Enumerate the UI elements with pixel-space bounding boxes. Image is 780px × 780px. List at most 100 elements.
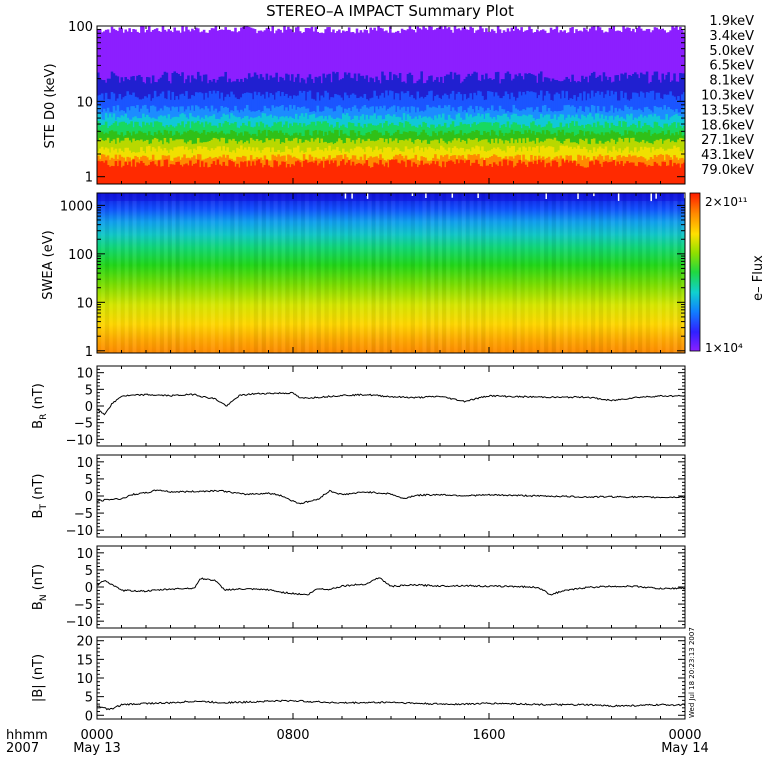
bt-ytick-label: 0 [85, 490, 93, 505]
br-series-line [96, 391, 686, 416]
time-tick-hhmm: 0000 [668, 728, 701, 743]
colorbar-label: e– Flux [751, 255, 766, 301]
ste-bar [314, 160, 318, 184]
ste-bar [273, 160, 276, 184]
ste-bar [363, 163, 367, 184]
ste-bar [338, 165, 341, 184]
ste-bar [522, 161, 525, 184]
ste-bar [455, 159, 459, 184]
swea-column [203, 193, 207, 353]
ste-ylabel: STE D0 (keV) [43, 63, 58, 148]
ste-bar [269, 166, 273, 184]
swea-column [183, 193, 187, 353]
ste-bar [494, 164, 498, 184]
swea-column [465, 193, 470, 353]
ste-legend-item: 27.1keV [701, 133, 754, 148]
ste-bar [247, 161, 251, 184]
ste-bar [234, 166, 237, 184]
ste-bar [134, 166, 137, 184]
swea-column [289, 193, 293, 353]
ste-bar [347, 160, 351, 184]
swea-column [128, 193, 133, 353]
swea-column [579, 193, 583, 353]
ste-bar [355, 163, 359, 184]
ste-bar [287, 164, 290, 184]
ste-bar [163, 159, 167, 184]
br-ytick-label: 5 [85, 383, 93, 398]
ste-bar [308, 162, 312, 184]
swea-column [654, 193, 658, 353]
swea-column [418, 193, 422, 353]
ste-bar [187, 165, 190, 184]
bt-ytick-label: −10 [66, 524, 93, 539]
swea-column [634, 193, 638, 353]
swea-column [195, 193, 200, 353]
swea-column [505, 193, 509, 353]
ste-bar [645, 166, 649, 184]
swea-gap [425, 193, 427, 198]
br-ytick-label: 0 [85, 400, 93, 415]
ste-bar [116, 166, 120, 184]
ste-bar [614, 165, 617, 184]
ste-bar [200, 161, 204, 184]
ste-bar [351, 161, 355, 184]
ste-bar [259, 163, 263, 184]
swea-column [383, 193, 387, 353]
swea-column [391, 193, 396, 353]
swea-column [485, 193, 490, 353]
swea-column [399, 193, 403, 353]
ste-bar [432, 160, 435, 184]
swea-column [426, 193, 431, 353]
ste-bar [420, 160, 423, 184]
swea-column [144, 193, 148, 353]
ste-bar [504, 159, 508, 184]
swea-column [645, 193, 651, 353]
swea-column [626, 193, 631, 353]
ste-bar [210, 163, 214, 184]
ste-bar [659, 166, 663, 184]
ste-bar [122, 165, 126, 184]
ste-bar [506, 165, 510, 184]
ste-bar [155, 166, 159, 184]
ste-bar [626, 161, 629, 184]
swea-column [509, 193, 513, 353]
ste-legend-item: 10.3keV [701, 89, 754, 104]
ste-bar [291, 164, 294, 184]
swea-column [512, 193, 517, 353]
ste-bar [630, 162, 633, 184]
ste-bar [124, 161, 127, 184]
br-ytick-label: 10 [76, 367, 93, 382]
ste-bar [526, 166, 529, 184]
swea-gap [366, 193, 369, 199]
ste-bar [238, 167, 241, 184]
swea-column [140, 193, 144, 353]
swea-column [109, 193, 113, 353]
swea-column [332, 193, 337, 353]
bt-ytick-label: 5 [85, 473, 93, 488]
ste-bar [665, 165, 668, 184]
ste-bar [622, 166, 625, 184]
ste-bar [391, 159, 394, 184]
ste-bar [322, 167, 325, 184]
ste-bar [296, 160, 300, 184]
swea-column [473, 193, 478, 353]
ste-bar [398, 163, 402, 184]
swea-column [469, 193, 474, 353]
swea-gap [344, 193, 347, 199]
swea-column [650, 193, 654, 353]
plot-title: STEREO–A IMPACT Summary Plot [266, 2, 514, 20]
ste-bar [412, 162, 416, 184]
swea-column [336, 193, 340, 353]
ste-bar [516, 163, 519, 184]
ste-bar [487, 165, 490, 184]
swea-panel: 1 10 100 1000 SWEA (eV) 2×10¹¹ 1×10⁴ e– Flu… [41, 192, 766, 360]
ste-bar [528, 162, 531, 184]
ste-bar [408, 160, 412, 184]
ste-bar [98, 161, 102, 184]
ste-bar [385, 162, 388, 184]
ste-bar [587, 167, 590, 184]
ste-bar [649, 166, 653, 184]
swea-column [590, 193, 596, 353]
ste-bar [189, 160, 192, 184]
